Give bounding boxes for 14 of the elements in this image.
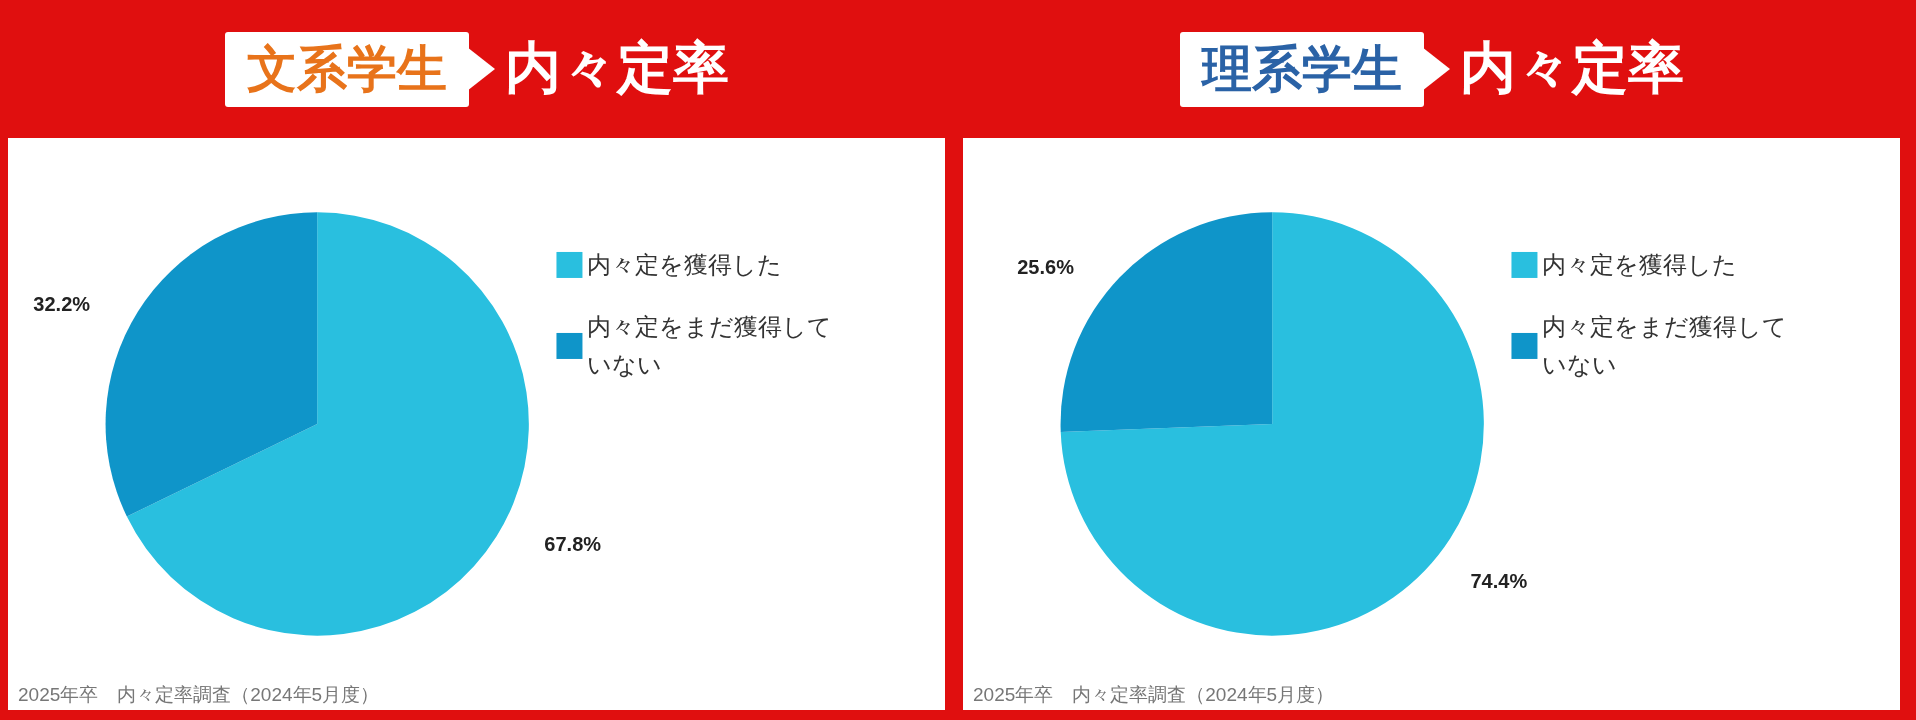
chart-title: 文系学生 xyxy=(224,31,469,107)
chart-title: 理系学生 xyxy=(1179,31,1424,107)
legend-label: 内々定を獲得した xyxy=(1542,251,1738,279)
legend-label: 内々定をまだ獲得していない xyxy=(587,313,833,379)
chart-subtitle: 内々定率 xyxy=(1459,34,1684,102)
legend-label: 内々定を獲得した xyxy=(587,251,783,279)
data-label: 67.8% xyxy=(544,533,602,556)
text: 2025年卒 内々定率調査（2024年5月度） xyxy=(18,684,380,705)
data-label: 25.6% xyxy=(1017,255,1075,278)
data-label: 32.2% xyxy=(33,292,91,315)
text: 2025年卒 内々定率調査（2024年5月度） xyxy=(973,684,1335,705)
data-label: 74.4% xyxy=(1470,570,1528,593)
legend-label: 内々定をまだ獲得していない xyxy=(1542,313,1788,379)
chart-subtitle: 内々定率 xyxy=(504,34,729,102)
